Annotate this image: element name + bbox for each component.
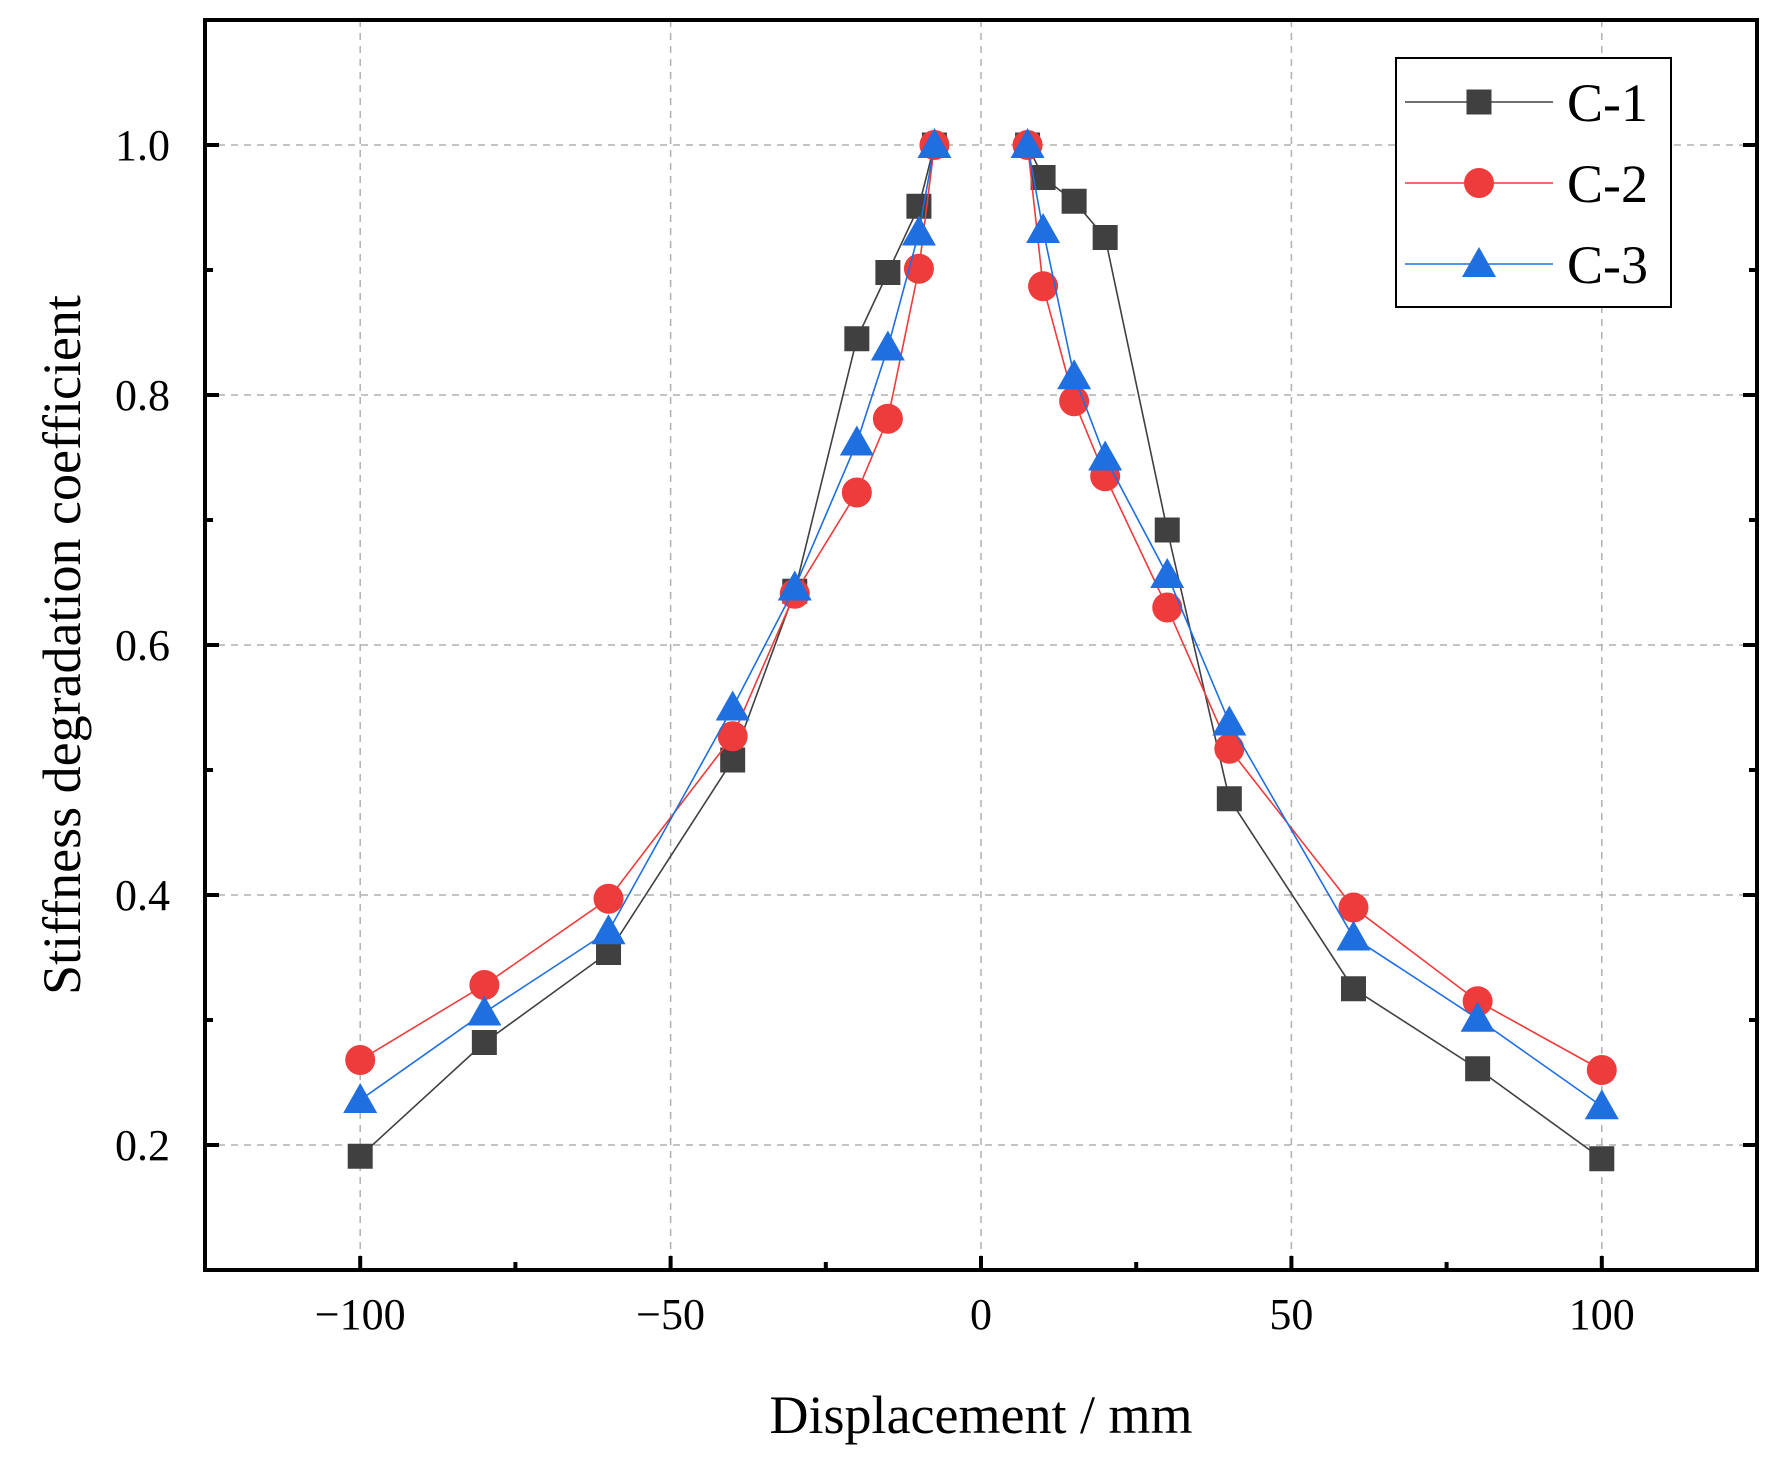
data-point-C-3 [1584, 1089, 1619, 1120]
data-point-C-2 [345, 1045, 376, 1075]
data-point-C-1 [720, 747, 746, 773]
data-point-C-1 [347, 1143, 373, 1169]
data-point-C-3 [1057, 359, 1092, 390]
data-point-C-2 [469, 970, 500, 1000]
data-point-C-3 [467, 995, 502, 1026]
data-point-C-1 [1061, 188, 1087, 214]
data-point-C-3 [777, 570, 812, 601]
legend-label-C-2: C-2 [1567, 154, 1648, 214]
legend-marker-C-1 [1466, 89, 1492, 115]
legend-marker-C-2 [1464, 168, 1494, 198]
data-point-C-3 [343, 1083, 378, 1113]
data-point-C-1 [844, 326, 870, 352]
axis-ticks: −100 −50 0 50 100 0.2 0.4 0.6 0.8 1.0 [115, 18, 1759, 1339]
data-point-C-2 [1152, 592, 1183, 623]
series-line-C-1 [359, 144, 936, 1157]
data-point-C-3 [1088, 440, 1123, 471]
x-tick-label: −50 [636, 1290, 705, 1339]
y-tick-label: 0.2 [115, 1121, 170, 1170]
legend-label-C-1: C-1 [1567, 73, 1648, 133]
data-point-C-1 [1216, 786, 1242, 812]
y-tick-label: 1.0 [115, 121, 170, 170]
plot-series [343, 128, 1619, 1172]
data-point-C-3 [591, 914, 626, 945]
data-point-C-3 [901, 215, 936, 246]
data-point-C-3 [839, 425, 874, 456]
data-point-C-2 [593, 883, 624, 914]
legend: C-1 C-2 C-3 [1395, 57, 1672, 308]
data-point-C-3 [870, 330, 905, 361]
data-point-C-1 [1340, 976, 1366, 1002]
data-point-C-2 [1462, 986, 1493, 1017]
data-point-C-1 [1154, 517, 1180, 543]
data-point-C-1 [471, 1030, 497, 1055]
x-axis-title: Displacement / mm [770, 1385, 1193, 1445]
x-tick-label: 100 [1569, 1290, 1635, 1339]
data-point-C-1 [1589, 1146, 1615, 1172]
data-point-C-3 [1026, 213, 1061, 243]
y-axis-title: Stiffness degradation coefficient [32, 295, 92, 995]
data-point-C-2 [1059, 386, 1090, 417]
data-point-C-3 [917, 128, 952, 158]
data-point-C-3 [1150, 558, 1185, 588]
series-C-3 [343, 128, 1619, 1120]
data-point-C-2 [1214, 733, 1245, 764]
legend-label-C-3: C-3 [1567, 235, 1648, 295]
y-tick-label: 0.4 [115, 871, 170, 920]
data-point-C-2 [1586, 1055, 1617, 1085]
data-point-C-2 [872, 403, 903, 434]
series-line-C-3 [359, 144, 936, 1101]
data-point-C-2 [1028, 271, 1059, 302]
x-tick-label: −100 [315, 1290, 406, 1339]
data-point-C-3 [1336, 920, 1371, 951]
data-point-C-2 [717, 721, 748, 752]
y-tick-label: 0.8 [115, 371, 170, 420]
data-point-C-2 [841, 477, 872, 508]
data-point-C-3 [1010, 128, 1045, 158]
x-tick-label: 50 [1269, 1290, 1313, 1339]
legend-marker-C-3 [1462, 247, 1496, 277]
data-point-C-3 [1212, 705, 1247, 736]
data-point-C-3 [715, 690, 750, 721]
data-point-C-1 [1465, 1056, 1491, 1082]
x-tick-label: 0 [970, 1290, 992, 1339]
data-point-C-2 [1338, 892, 1369, 923]
data-point-C-1 [875, 260, 901, 285]
series-line-C-2 [359, 144, 936, 1061]
data-point-C-1 [1092, 225, 1118, 250]
data-point-C-3 [1460, 1001, 1495, 1032]
y-tick-label: 0.6 [115, 621, 170, 670]
